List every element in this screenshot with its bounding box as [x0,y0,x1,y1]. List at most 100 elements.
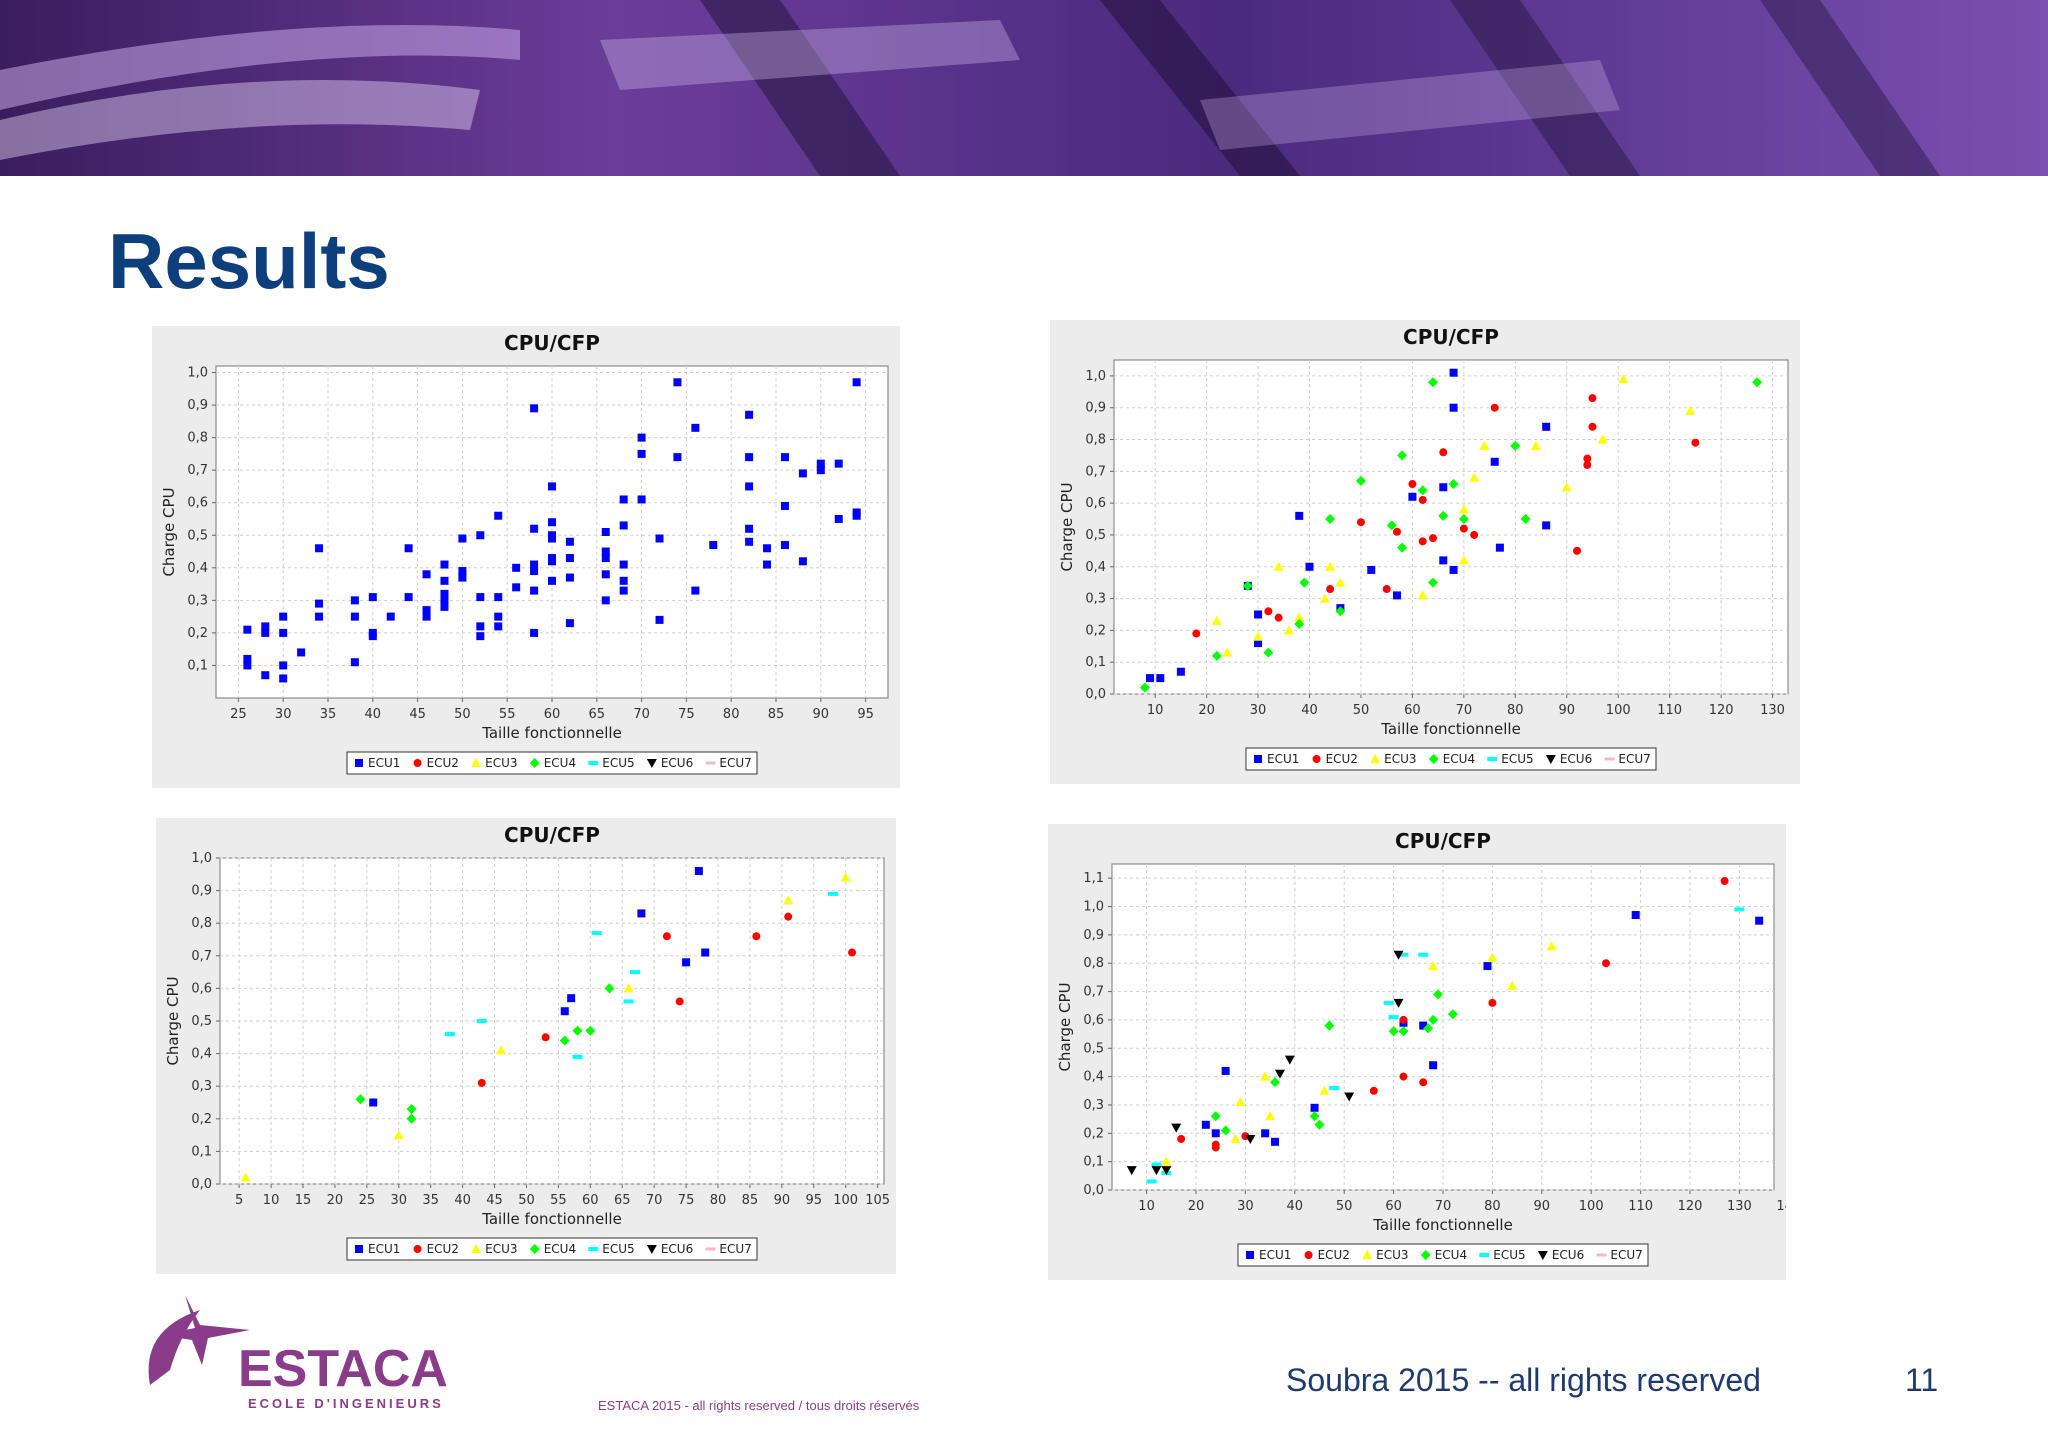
x-axis-label: Taille fonctionnelle [1380,720,1521,738]
y-tick-label: 0,0 [1083,1183,1104,1198]
data-point [1488,998,1497,1007]
x-tick-label: 130 [1727,1199,1752,1214]
data-point [261,622,270,631]
data-point [1490,403,1499,412]
series-ecu4 [1210,989,1458,1136]
data-point [1295,511,1304,520]
data-point [315,599,324,608]
y-tick-label: 1,0 [1083,900,1104,915]
legend-marker [646,759,657,768]
data-point [1428,534,1437,543]
data-point [1459,524,1468,533]
x-tick-label: 105 [865,1193,890,1208]
y-tick-label: 0,8 [191,916,212,931]
data-point [604,983,615,994]
legend-label: ECU4 [1443,752,1475,766]
data-point [315,544,324,553]
data-point [1139,682,1150,693]
legend-marker [1420,1250,1431,1260]
x-tick-label: 10 [1138,1199,1155,1214]
data-point [1325,514,1336,525]
x-tick-label: 90 [813,707,830,722]
data-point [673,453,682,462]
data-point [1429,1061,1438,1070]
series-ecu3 [240,872,851,1182]
data-point [240,1172,251,1182]
x-tick-label: 60 [1404,703,1421,718]
x-tick-label: 120 [1709,703,1734,718]
data-point [1458,504,1469,514]
chart-panel-3: CPU/CFP 5 10 15 20 25 30 35 40 45 50 55 60 65 70 75 80 85… [156,818,896,1274]
y-tick-label: 0,1 [187,658,208,673]
legend-box [346,751,758,775]
x-tick-label: 30 [1250,703,1267,718]
data-point [279,661,288,670]
data-point [512,563,521,572]
data-point [1631,911,1640,920]
data-point [1393,998,1404,1008]
data-point [1367,565,1376,574]
y-axis-label: Charge CPU [160,487,178,576]
data-point [637,495,646,504]
data-point [630,970,640,975]
data-point [422,612,431,621]
data-point [655,615,664,624]
logo-text: ESTACA [238,1340,448,1398]
data-point [1510,440,1521,451]
data-point [1329,1085,1340,1090]
data-point [1356,518,1365,527]
data-point [494,612,503,621]
data-point [1253,631,1264,641]
data-point [548,482,556,491]
x-tick-label: 120 [1678,1199,1703,1214]
chart-2: CPU/CFP 10 20 30 40 50 60 70 80 90 100 110 120 130 0,0… [1058,325,1789,771]
data-point [404,544,413,553]
data-point [1211,650,1222,661]
data-point [1383,1000,1394,1005]
y-tick-label: 0,1 [1083,1155,1104,1170]
x-tick-label: 20 [1188,1199,1205,1214]
data-point [279,628,288,637]
data-point [1470,530,1479,539]
data-point [1408,480,1417,489]
legend-label: ECU2 [1318,1248,1350,1262]
data-point [530,404,539,413]
legend-marker [1362,1250,1373,1259]
legend-marker [1604,757,1615,761]
data-point [1573,546,1582,555]
data-point [585,1025,596,1036]
data-point [619,586,628,595]
data-point [763,560,772,569]
data-point [440,589,449,598]
data-point [662,932,671,941]
data-point [783,895,794,905]
data-point [701,948,710,957]
data-point [682,958,691,967]
data-point [1264,607,1273,616]
x-tick-label: 75 [678,707,695,722]
legend-label: ECU3 [1384,752,1416,766]
data-point [637,449,646,458]
x-axis-label: Taille fonctionnelle [1372,1216,1513,1234]
y-tick-label: 0,6 [1085,496,1106,511]
data-point [780,501,789,510]
x-tick-label: 60 [544,707,561,722]
data-point [440,576,449,585]
legend-label: ECU3 [485,1242,517,1256]
legend-label: ECU7 [1610,1248,1642,1262]
data-point [1210,1111,1221,1122]
series-ecu3 [1211,374,1696,657]
data-point [1417,485,1428,496]
data-point [565,573,574,582]
x-tick-label: 55 [550,1193,567,1208]
y-tick-label: 0,7 [1083,985,1104,1000]
data-point [784,912,793,921]
legend-marker [355,759,363,767]
x-tick-label: 50 [1353,703,1370,718]
data-point [1490,457,1499,466]
data-point [297,648,306,657]
legend-label: ECU7 [1618,752,1650,766]
data-point [1398,1026,1409,1037]
data-point [1399,1072,1408,1081]
data-point [530,524,539,533]
